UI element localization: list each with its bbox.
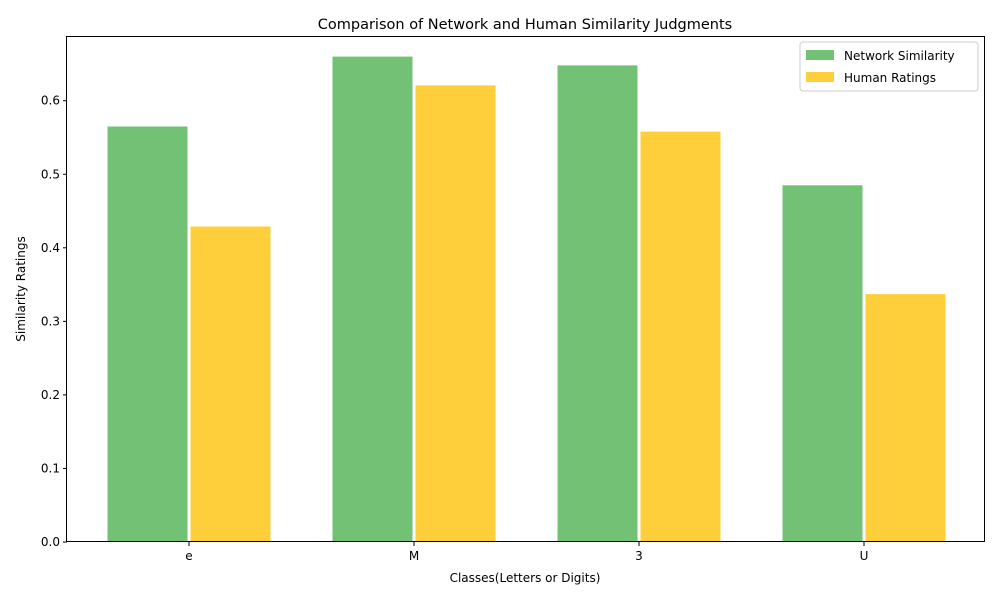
legend-swatch-human-ratings [806, 72, 834, 82]
legend-box [799, 41, 979, 92]
bar-network-similarity-1 [332, 56, 413, 542]
y-axis-label: Similarity Ratings [14, 236, 28, 342]
x-axis-label: Classes(Letters or Digits) [450, 571, 601, 585]
x-tick-label: e [185, 549, 192, 563]
y-tick-label: 0.5 [41, 167, 60, 181]
y-tick-label: 0.0 [41, 535, 60, 549]
bar-human-ratings-2 [640, 131, 721, 542]
bar-human-ratings-0 [190, 226, 271, 542]
x-tick-label: 3 [635, 549, 643, 563]
legend-label-network-similarity: Network Similarity [844, 49, 955, 63]
y-tick-label: 0.6 [41, 94, 60, 108]
bar-network-similarity-2 [557, 65, 638, 543]
bar-human-ratings-1 [415, 85, 496, 543]
bar-network-similarity-3 [782, 185, 863, 543]
axes-layer [66, 36, 985, 542]
bars-layer [107, 56, 946, 543]
x-tick-label: U [860, 549, 869, 563]
y-tick-label: 0.4 [41, 241, 60, 255]
y-axis-ticks: 0.0 0.1 0.2 0.3 0.4 0.5 0.6 [41, 94, 67, 549]
legend-label-human-ratings: Human Ratings [844, 71, 936, 85]
x-tick-label: M [409, 549, 419, 563]
chart-title: Comparison of Network and Human Similari… [318, 17, 732, 33]
bar-network-similarity-0 [107, 126, 188, 542]
legend-swatch-network-similarity [806, 50, 834, 60]
y-tick-label: 0.1 [41, 461, 60, 475]
x-axis-ticks: e M 3 U [185, 542, 868, 563]
y-tick-label: 0.2 [41, 388, 60, 402]
y-tick-label: 0.3 [41, 314, 60, 328]
plot-frame [66, 36, 985, 542]
bar-human-ratings-3 [865, 294, 946, 542]
legend: Network Similarity Human Ratings [799, 41, 979, 92]
